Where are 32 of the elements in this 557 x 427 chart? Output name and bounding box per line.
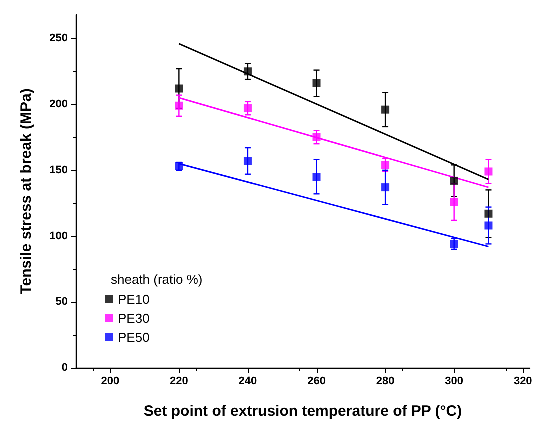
point [484,210,493,218]
x-tick-label: 220 [170,376,188,388]
point [244,104,252,113]
x-tick-label: 300 [445,376,464,388]
x-tick-label: 260 [308,376,326,388]
x-axis-title: Set point of extrusion temperature of PP (°C) [144,403,462,420]
point [244,157,252,166]
x-tick-label: 200 [101,376,120,388]
point [382,184,390,192]
legend-label: PE30 [118,311,150,326]
legend-title: sheath (ratio %) [111,272,203,287]
x-tick-label: 240 [238,376,258,388]
y-axis-title: Tensile stress at break (MPa) [18,88,35,294]
y-tick-label: 150 [50,164,68,176]
legend-label: PE50 [118,330,150,345]
point [175,84,184,93]
point [312,79,321,88]
x-tick-label: 280 [376,376,395,388]
y-tick-label: 200 [50,98,68,111]
point [312,173,321,182]
y-tick-label: 250 [50,32,68,45]
point [450,240,458,248]
legend-label: PE10 [118,292,150,307]
y-tick-label: 100 [50,230,68,242]
point [484,222,493,230]
x-tick-label: 320 [514,376,532,388]
y-tick-label: 50 [56,296,68,308]
point [484,168,493,176]
y-tick-label: 0 [62,362,68,374]
point [244,68,252,76]
point [382,106,390,114]
point [312,133,321,142]
